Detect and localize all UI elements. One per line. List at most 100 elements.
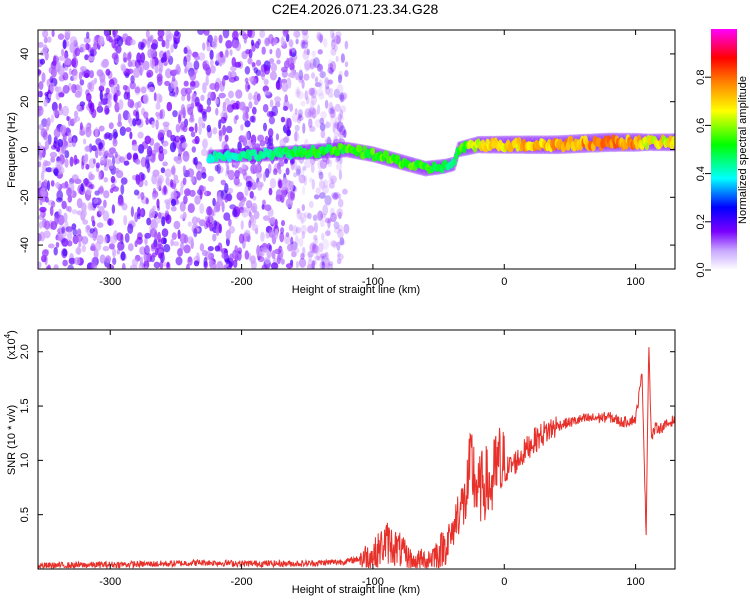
noise-blob: [210, 260, 217, 269]
noise-blob: [334, 132, 340, 138]
noise-blob: [241, 209, 249, 218]
noise-blob: [324, 217, 332, 224]
signal-blob: [357, 145, 363, 153]
noise-blob: [304, 59, 312, 71]
noise-blob: [174, 30, 180, 37]
noise-blob: [274, 228, 279, 239]
noise-blob: [244, 250, 249, 260]
noise-blob: [161, 39, 166, 48]
noise-blob: [323, 38, 328, 48]
noise-blob: [319, 34, 323, 44]
noise-blob: [170, 206, 177, 212]
noise-blob: [93, 198, 99, 205]
noise-blob: [330, 240, 338, 247]
noise-blob: [145, 30, 150, 39]
noise-blob: [194, 195, 201, 205]
noise-blob: [169, 91, 176, 97]
noise-blob: [64, 158, 69, 168]
noise-blob: [270, 262, 279, 269]
noise-blob: [109, 164, 114, 170]
noise-blob: [239, 30, 247, 37]
noise-blob: [38, 233, 42, 242]
noise-blob: [302, 122, 306, 134]
noise-blob: [150, 43, 158, 50]
noise-blob: [303, 73, 310, 81]
noise-blob: [111, 39, 117, 49]
noise-blob: [335, 31, 342, 38]
noise-blob: [284, 234, 291, 245]
noise-blob: [326, 79, 334, 85]
noise-blob: [86, 31, 90, 39]
noise-blob: [340, 94, 346, 102]
noise-blob: [153, 261, 161, 269]
noise-blob: [183, 234, 189, 244]
noise-blob: [338, 130, 344, 139]
noise-blob: [336, 121, 344, 132]
noise-blob: [301, 204, 305, 212]
noise-blob: [134, 211, 139, 223]
noise-blob: [247, 57, 253, 65]
noise-blob: [206, 124, 211, 133]
noise-blob: [317, 159, 323, 170]
noise-blob: [333, 227, 341, 234]
noise-blob: [49, 76, 54, 84]
noise-blob: [268, 142, 274, 150]
noise-blob: [219, 51, 224, 58]
noise-blob: [69, 42, 75, 54]
noise-blob: [179, 201, 186, 212]
noise-blob: [91, 145, 97, 152]
noise-blob: [56, 61, 62, 70]
noise-blob: [155, 102, 161, 110]
noise-blob: [135, 174, 141, 185]
noise-blob: [281, 78, 287, 84]
noise-blob: [280, 116, 286, 123]
noise-blob: [140, 192, 145, 200]
noise-blob: [207, 246, 214, 252]
noise-blob: [196, 164, 203, 172]
noise-blob: [161, 216, 166, 227]
noise-blob: [309, 177, 313, 183]
noise-blob: [248, 92, 253, 101]
noise-blob: [339, 109, 344, 119]
noise-blob: [332, 122, 336, 133]
noise-blob: [278, 180, 283, 189]
noise-blob: [324, 256, 331, 267]
noise-blob: [42, 44, 48, 55]
noise-blob: [233, 75, 240, 82]
noise-blob: [322, 204, 329, 216]
noise-blob: [268, 116, 275, 125]
noise-blob: [123, 215, 128, 226]
noise-blob: [115, 45, 122, 54]
noise-blob: [99, 78, 106, 87]
noise-blob: [55, 146, 60, 152]
noise-blob: [334, 155, 340, 163]
noise-blob: [100, 156, 107, 165]
snr-multiplier-base: (x10: [6, 338, 18, 359]
noise-blob: [207, 215, 214, 224]
noise-blob: [175, 123, 181, 133]
noise-blob: [163, 261, 167, 267]
noise-blob: [232, 208, 238, 218]
noise-blob: [131, 144, 139, 152]
noise-blob: [311, 243, 319, 254]
noise-blob: [162, 161, 168, 167]
noise-blob: [323, 179, 329, 189]
noise-blob: [240, 124, 244, 131]
noise-blob: [140, 86, 147, 94]
noise-blob: [314, 118, 321, 128]
noise-blob: [240, 220, 244, 230]
noise-blob: [157, 212, 162, 220]
noise-blob: [271, 250, 276, 260]
noise-blob: [136, 52, 142, 63]
noise-blob: [295, 226, 301, 234]
noise-blob: [102, 245, 110, 252]
noise-blob: [184, 87, 192, 95]
noise-blob: [172, 241, 180, 247]
noise-blob: [324, 251, 329, 261]
noise-blob: [249, 255, 256, 264]
noise-blob: [263, 90, 271, 96]
noise-blob: [107, 99, 112, 109]
noise-blob: [318, 92, 325, 100]
noise-blob: [305, 96, 310, 105]
